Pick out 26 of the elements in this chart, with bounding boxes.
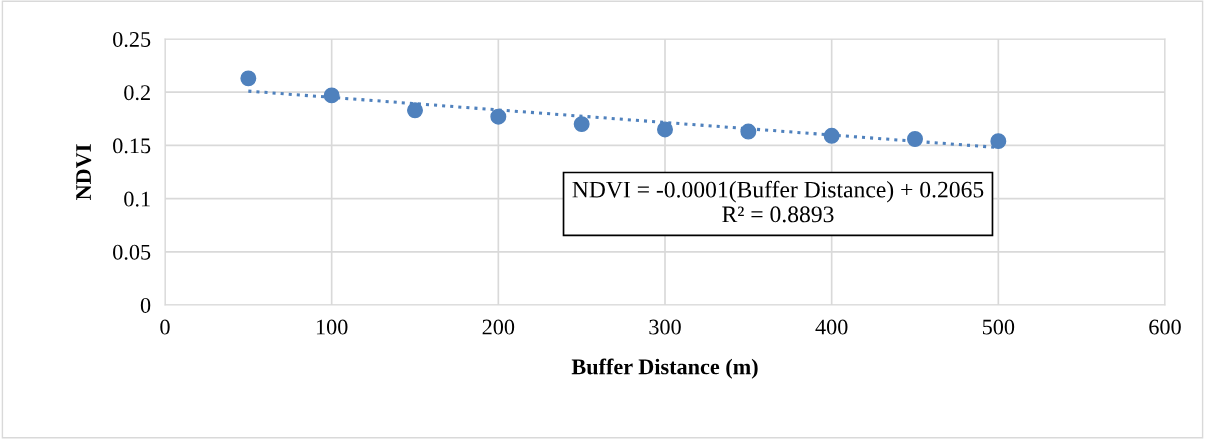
point: [323, 87, 340, 104]
annotation: NDVI = -0.0001(Buffer Distance) + 0.2065 R² = 0.8893: [572, 180, 984, 223]
x-tick-label: 0: [160, 319, 170, 335]
x-tick-label: 400: [815, 319, 848, 335]
y-tick-label: 0.05: [113, 244, 151, 260]
x-axis-title: Buffer Distance (m): [571, 358, 758, 379]
y-tick-label: 0: [140, 297, 151, 313]
point: [740, 123, 757, 140]
x-tick-label: 600: [1149, 319, 1181, 335]
y-tick-label: 0.15: [113, 138, 151, 154]
y-tick-label: 0.2: [124, 85, 150, 101]
y-axis-title: NDVI: [76, 144, 92, 200]
point: [407, 102, 423, 119]
x-tick-label: 300: [649, 319, 681, 335]
x-tick-label: 100: [316, 319, 348, 335]
y-tick-label: 0.1: [124, 191, 150, 207]
point: [657, 121, 673, 138]
point: [823, 127, 840, 144]
x-tick-label: 200: [482, 319, 515, 335]
point: [240, 70, 257, 87]
y-tick-label: 0.25: [113, 31, 151, 48]
point: [490, 108, 507, 125]
x-tick-label: 500: [982, 319, 1015, 335]
point: [573, 116, 590, 133]
point: [990, 133, 1007, 150]
point: [907, 131, 923, 147]
